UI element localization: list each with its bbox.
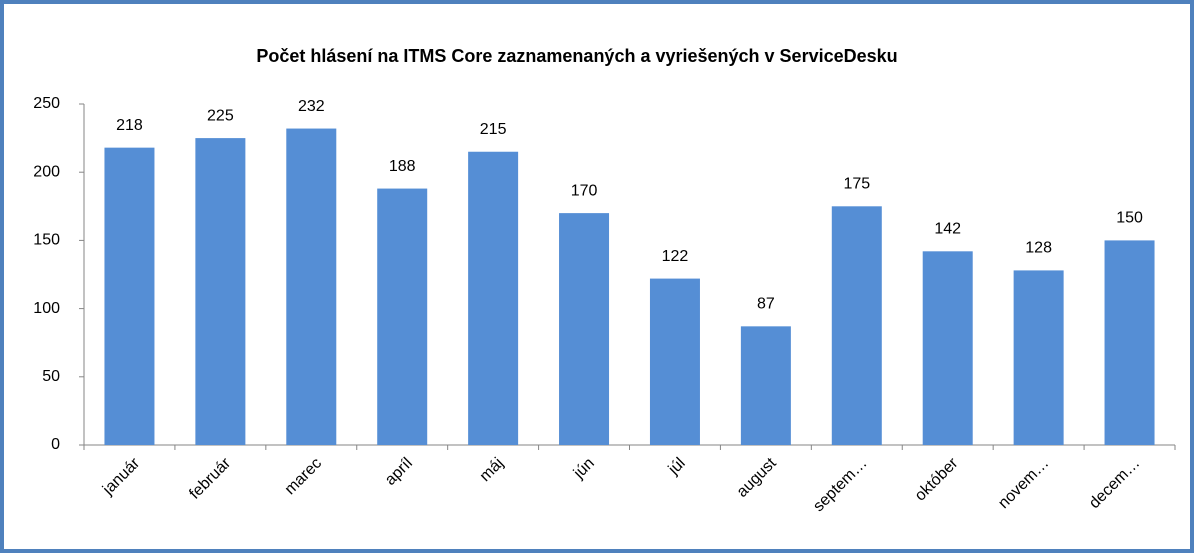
chart-title: Počet hlásení na ITMS Core zaznamenaných… (256, 46, 897, 66)
data-label: 215 (480, 121, 507, 138)
data-label: 218 (116, 117, 143, 134)
y-tick-label: 0 (51, 436, 60, 453)
bar (377, 188, 428, 445)
bar (831, 206, 882, 445)
data-label: 87 (757, 296, 775, 313)
data-label: 232 (298, 98, 325, 115)
data-label: 175 (843, 176, 870, 193)
bar (286, 128, 337, 445)
bar (922, 251, 973, 445)
y-tick-label: 150 (33, 232, 60, 249)
data-label: 225 (207, 107, 234, 124)
data-label: 122 (662, 248, 689, 265)
y-tick-label: 100 (33, 300, 60, 317)
y-tick-label: 50 (42, 368, 60, 385)
bar (195, 138, 246, 445)
bar (740, 326, 791, 445)
data-label: 170 (571, 182, 598, 199)
bar (468, 151, 519, 446)
bar (104, 147, 155, 445)
data-label: 150 (1116, 210, 1143, 227)
y-tick-label: 200 (33, 163, 60, 180)
bar (1104, 240, 1155, 445)
bar (559, 213, 610, 445)
data-label: 188 (389, 158, 416, 175)
data-label: 142 (934, 221, 961, 238)
data-label: 128 (1025, 240, 1052, 257)
bar (649, 278, 700, 445)
bar (1013, 270, 1064, 445)
y-tick-label: 250 (33, 95, 60, 112)
